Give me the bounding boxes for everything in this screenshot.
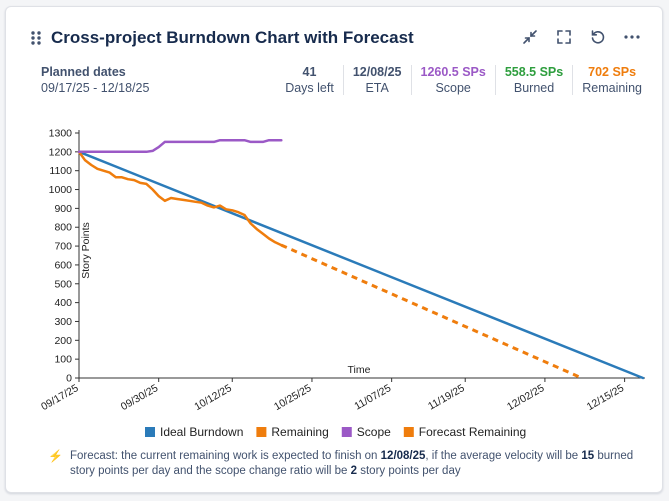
- y-tick-label: 1200: [49, 146, 73, 158]
- legend-label: Scope: [357, 425, 391, 439]
- x-axis-label: Time: [348, 364, 371, 376]
- refresh-icon: [591, 30, 605, 44]
- stat-days-left: 41 Days left: [276, 65, 344, 95]
- collapse-button[interactable]: [520, 27, 540, 47]
- burndown-chart: 0 100 200 300 400 500 600 700 800 900 1000 1100 1200…: [39, 128, 645, 439]
- collapse-icon: [523, 30, 537, 44]
- legend-label: Forecast Remaining: [419, 425, 526, 439]
- y-tick-label: 700: [54, 241, 72, 253]
- y-tick-label: 600: [54, 259, 72, 271]
- x-tick-label: 11/07/25: [352, 382, 393, 413]
- y-axis-label: Story Points: [80, 222, 92, 279]
- series-forecast-remaining-line: [280, 243, 583, 380]
- legend-swatch: [145, 427, 155, 437]
- legend-swatch: [403, 427, 414, 437]
- drag-handle-icon[interactable]: [30, 30, 42, 46]
- legend-label: Remaining: [271, 425, 328, 439]
- fullscreen-button[interactable]: [554, 27, 574, 47]
- refresh-button[interactable]: [588, 27, 608, 47]
- x-tick-label: 12/02/25: [505, 382, 547, 413]
- x-tick-label: 11/19/25: [426, 382, 467, 413]
- y-tick-label: 1000: [49, 184, 73, 196]
- series-remaining-line: [77, 150, 283, 247]
- x-tick-label: 10/25/25: [272, 382, 314, 413]
- y-tick-label: 200: [54, 335, 72, 347]
- card-header: Cross-project Burndown Chart with Foreca…: [6, 7, 662, 57]
- x-tick-label: 09/30/25: [119, 382, 161, 413]
- y-tick-label: 0: [66, 373, 72, 385]
- stat-value: 702 SPs: [588, 65, 637, 79]
- y-tick-label: 1300: [49, 128, 73, 140]
- more-icon: [624, 35, 640, 39]
- planned-dates-label: Planned dates: [41, 65, 126, 79]
- stat-label: Days left: [285, 81, 334, 95]
- stat-label: Burned: [513, 81, 555, 95]
- stat-scope: 1260.5 SPs Scope: [412, 65, 496, 95]
- x-tick-label: 12/15/25: [585, 382, 627, 413]
- stat-eta: 12/08/25 ETA: [344, 65, 412, 95]
- stat-value: 1260.5 SPs: [420, 65, 486, 79]
- burndown-card: Cross-project Burndown Chart with Foreca…: [5, 6, 663, 493]
- stat-label: Remaining: [582, 81, 642, 95]
- stat-value: 558.5 SPs: [504, 65, 564, 79]
- planned-dates: Planned dates 09/17/25 - 12/18/25: [41, 65, 149, 95]
- y-tick-label: 100: [54, 354, 72, 366]
- y-tick-label: 500: [54, 278, 72, 290]
- x-tick-label: 09/17/25: [39, 382, 81, 413]
- stat-value: 41: [302, 65, 317, 79]
- stat-label: ETA: [365, 81, 389, 95]
- forecast-note-text: Forecast: the current remaining work is …: [70, 450, 634, 477]
- y-tick-label: 800: [54, 222, 72, 234]
- legend-swatch: [256, 427, 267, 437]
- series-scope-line: [77, 138, 283, 154]
- y-tick-label: 400: [54, 297, 72, 309]
- card-actions: [520, 27, 642, 47]
- card-title: Cross-project Burndown Chart with Foreca…: [51, 28, 414, 47]
- series-ideal-burndown-line: [77, 150, 645, 380]
- stats-bar: 41 Days left 12/08/25 ETA 1260.5 SPs Sco…: [276, 65, 644, 95]
- forecast-note: ⚡ Forecast: the current remaining work i…: [48, 449, 638, 479]
- planned-dates-range: 09/17/25 - 12/18/25: [41, 81, 150, 95]
- x-tick-label: 10/12/25: [192, 382, 234, 413]
- more-button[interactable]: [622, 27, 642, 47]
- y-tick-label: 300: [54, 316, 72, 328]
- y-tick-label: 1100: [49, 165, 72, 177]
- legend-swatch: [341, 427, 352, 437]
- stat-remaining: 702 SPs Remaining: [573, 65, 644, 95]
- fullscreen-icon: [557, 30, 571, 44]
- y-tick-label: 900: [54, 203, 72, 215]
- legend-label: Ideal Burndown: [160, 425, 243, 439]
- stat-value: 12/08/25: [352, 65, 402, 79]
- stat-burned: 558.5 SPs Burned: [496, 65, 574, 95]
- stat-label: Scope: [435, 81, 471, 95]
- lightning-icon: ⚡: [48, 449, 63, 463]
